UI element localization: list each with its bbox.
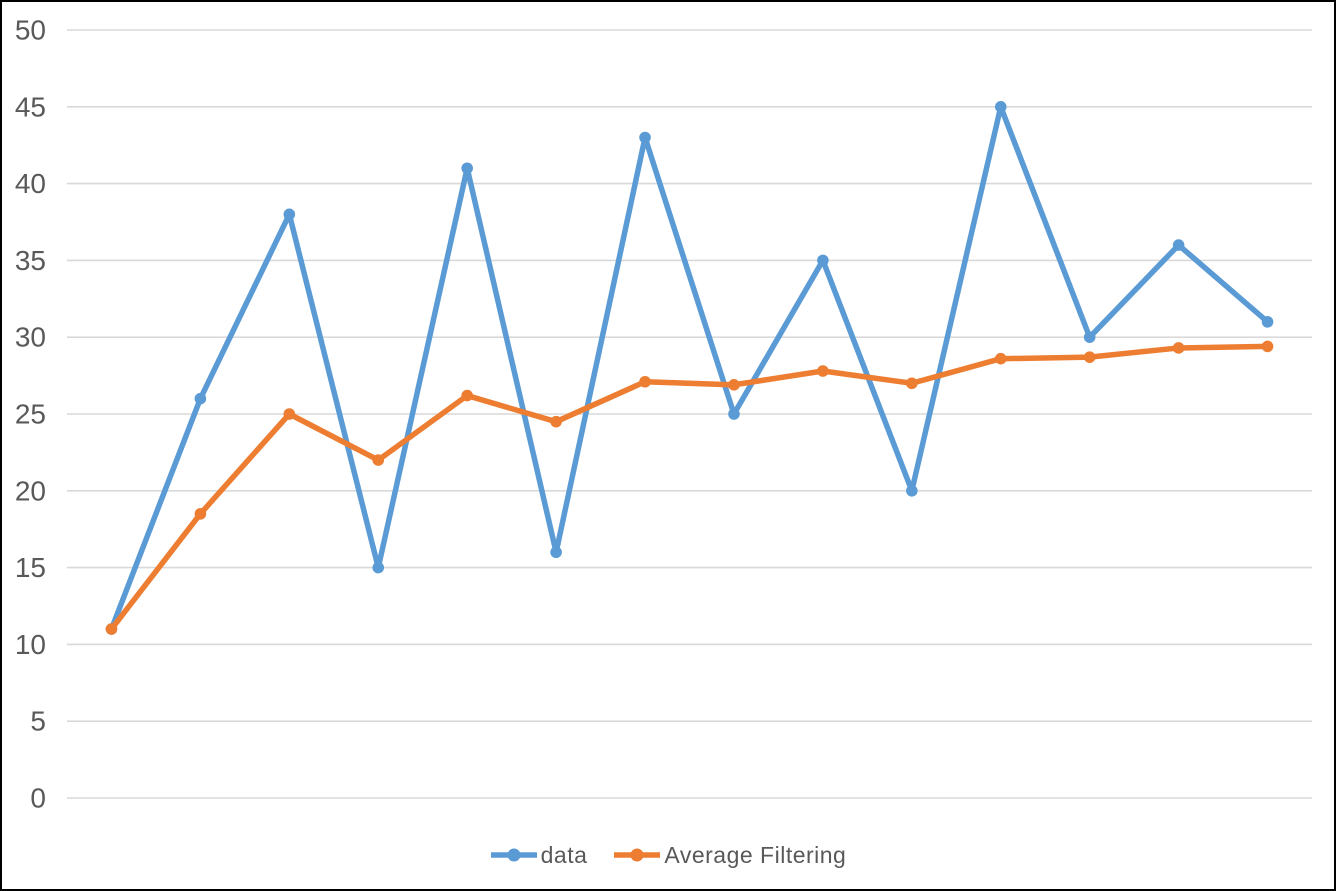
data-point-data-6: [550, 546, 562, 559]
y-tick-label-35: 35: [15, 245, 46, 276]
data-point-average-filtering-1: [105, 623, 118, 635]
data-point-average-filtering-10: [906, 377, 918, 390]
data-point-average-filtering-5: [461, 389, 473, 402]
y-tick-label-5: 5: [30, 706, 46, 737]
series-lines: [105, 101, 1274, 635]
data-point-average-filtering-3: [283, 408, 296, 420]
legend-label-average-filtering: Average Filtering: [664, 841, 847, 868]
data-point-average-filtering-13: [1172, 342, 1185, 354]
data-point-average-filtering-9: [817, 365, 829, 377]
series-line-average-filtering: [108, 343, 1271, 632]
y-tick-label-0: 0: [30, 783, 46, 814]
data-series-line-marker-icon: [490, 848, 537, 862]
legend-item-average-filtering: Average Filtering: [613, 841, 847, 868]
data-point-average-filtering-14: [1261, 340, 1274, 353]
y-tick-label-15: 15: [15, 552, 46, 583]
data-point-data-13: [1172, 239, 1185, 251]
y-tick-label-40: 40: [15, 168, 46, 199]
legend-item-data: data: [490, 841, 588, 868]
data-point-data-4: [372, 561, 385, 574]
chart-legend: data Average Filtering: [2, 835, 1334, 875]
data-point-average-filtering-11: [994, 352, 1007, 365]
y-tick-label-45: 45: [15, 91, 46, 122]
data-point-average-filtering-12: [1083, 351, 1096, 363]
data-point-data-11: [994, 101, 1007, 113]
data-point-data-5: [461, 162, 473, 175]
y-tick-label-50: 50: [15, 15, 46, 46]
data-point-data-7: [639, 131, 651, 144]
y-tick-label-30: 30: [15, 322, 46, 353]
average-filtering-series-line-marker-icon: [614, 848, 661, 862]
data-point-average-filtering-8: [728, 379, 740, 391]
data-point-data-10: [906, 485, 918, 497]
gridlines: [67, 29, 1312, 799]
data-point-average-filtering-4: [372, 454, 385, 466]
data-point-data-8: [728, 408, 740, 420]
data-point-average-filtering-6: [550, 415, 562, 428]
data-point-data-3: [283, 208, 296, 221]
data-point-data-2: [194, 392, 207, 405]
series-line-data: [108, 104, 1271, 632]
data-point-average-filtering-2: [194, 508, 207, 520]
y-axis-labels: 0 5 10 15 20 25 30 35 40 45 50: [15, 15, 46, 814]
y-tick-label-20: 20: [15, 475, 46, 506]
data-point-data-9: [817, 254, 829, 267]
data-point-data-12: [1083, 331, 1096, 344]
y-tick-label-10: 10: [15, 629, 46, 660]
data-point-average-filtering-7: [639, 375, 651, 388]
y-tick-label-25: 25: [15, 399, 46, 430]
data-point-data-14: [1261, 316, 1274, 328]
legend-label-data: data: [540, 841, 588, 868]
